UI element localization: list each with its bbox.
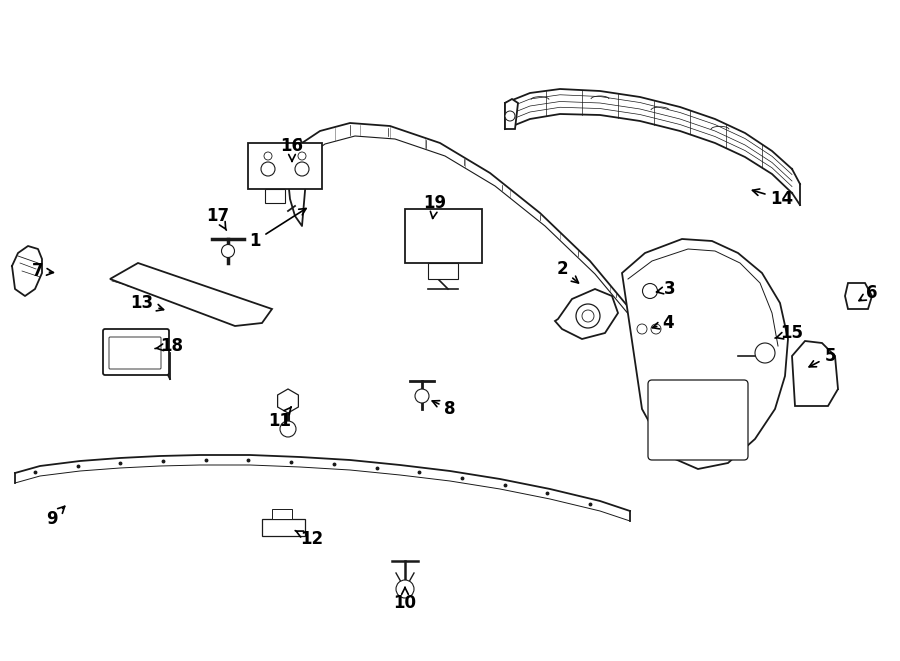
Polygon shape [845,283,872,309]
Polygon shape [405,209,482,263]
Text: 12: 12 [295,530,324,548]
Text: 19: 19 [423,194,446,219]
Polygon shape [110,263,272,326]
Text: 15: 15 [775,324,804,342]
Polygon shape [428,263,458,279]
Circle shape [261,162,275,176]
Circle shape [295,162,309,176]
Text: 4: 4 [652,314,674,332]
Text: 13: 13 [130,294,164,312]
Polygon shape [622,239,788,469]
Circle shape [221,245,235,258]
Circle shape [637,324,647,334]
Circle shape [576,304,600,328]
Polygon shape [792,341,838,406]
Circle shape [298,152,306,160]
Text: 18: 18 [155,337,184,355]
Text: 6: 6 [859,284,877,302]
FancyBboxPatch shape [103,329,169,375]
Polygon shape [505,99,518,129]
Text: 11: 11 [268,407,292,430]
FancyBboxPatch shape [109,337,161,369]
Circle shape [643,284,658,299]
FancyBboxPatch shape [648,380,748,460]
Circle shape [582,310,594,322]
Circle shape [415,389,429,403]
Circle shape [651,324,661,334]
Text: 8: 8 [432,400,455,418]
Text: 5: 5 [809,347,836,367]
Text: 1: 1 [249,208,306,250]
Polygon shape [265,189,285,203]
Text: 2: 2 [556,260,579,283]
Text: 10: 10 [393,588,417,612]
Circle shape [396,580,414,598]
Text: 16: 16 [281,137,303,161]
Text: 7: 7 [32,262,53,280]
Circle shape [505,111,515,121]
Text: 17: 17 [206,207,230,230]
Circle shape [264,152,272,160]
Polygon shape [272,509,292,519]
Polygon shape [262,519,305,536]
Text: 14: 14 [752,189,794,208]
Polygon shape [248,143,322,189]
Circle shape [280,421,296,437]
Text: 9: 9 [46,506,65,528]
Text: 3: 3 [656,280,676,298]
Circle shape [755,343,775,363]
Polygon shape [555,289,618,339]
